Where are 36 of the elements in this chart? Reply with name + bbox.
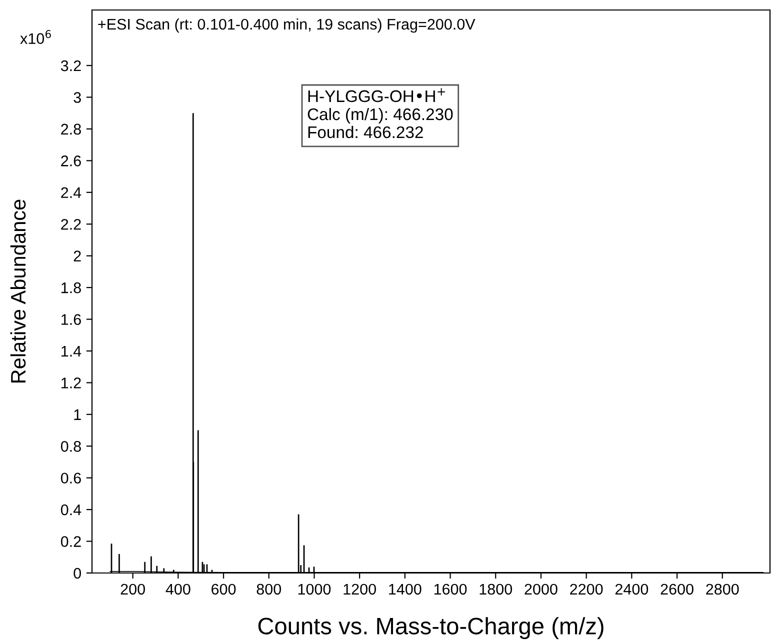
y-tick-label: 2.8 [61, 124, 81, 135]
y-tick-label: 0.2 [60, 536, 81, 547]
y-tick-label: 1 [74, 409, 81, 420]
y-axis-title: Relative Abundance [10, 200, 26, 382]
y-tick-label: 1.6 [62, 314, 81, 325]
y-tick-label: 0.6 [60, 472, 81, 484]
x-tick-label: 2000 [524, 584, 558, 595]
text: x10$^{6}$ [20, 30, 51, 44]
x-tick-label: 1000 [298, 584, 331, 595]
x-tick-label: 2800 [706, 584, 739, 595]
x-tick-label: 400 [166, 584, 190, 595]
y-tick-label: 3.2 [60, 60, 81, 72]
x-tick-label: 1800 [480, 584, 512, 595]
x-tick-label: 200 [120, 584, 145, 595]
x-tick-label: 2400 [615, 584, 648, 595]
y-tick-label: 2 [74, 250, 81, 262]
y-tick-label: 0.4 [60, 504, 82, 516]
y-tick-label: 1.8 [62, 282, 81, 294]
x-tick-label: 1400 [389, 584, 422, 595]
annotation: +ESI Scan (rt: 0.101-0.400 min, 19 scans) Frag=200.0V [98, 18, 476, 33]
x-tick-label: 2600 [660, 584, 694, 595]
x-tick-label: 1600 [434, 584, 467, 595]
y-tick-label: 1.4 [62, 346, 82, 357]
x-tick-label: 800 [256, 584, 282, 595]
x-axis-title: Counts vs. Mass-to-Charge (m/z) [258, 617, 604, 640]
y-tick-label: 1.2 [62, 378, 81, 388]
y-tick-label: 2.6 [61, 156, 81, 166]
y-tick-label: 3 [74, 92, 81, 103]
y-tick-label: 2.2 [61, 218, 81, 230]
y-tick-label: 2.4 [61, 187, 82, 198]
x-tick-label: 2200 [570, 584, 603, 595]
y-tick-label: 0.8 [60, 440, 81, 452]
annotation: H-YLGGG-OH•H$^{+}$ Calc (m/1): 466.230 Found: 466.232 [308, 88, 453, 138]
x-tick-label: 600 [212, 584, 236, 595]
x-tick-label: 1200 [344, 584, 376, 595]
y-tick-label: 0 [74, 568, 81, 579]
